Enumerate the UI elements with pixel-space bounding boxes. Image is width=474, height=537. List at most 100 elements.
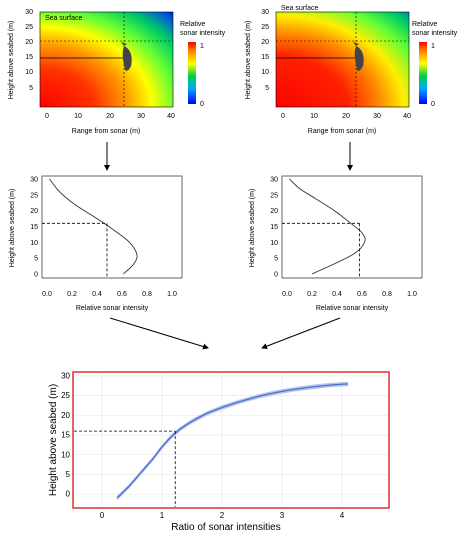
ratio-chart-frame [72, 371, 390, 509]
x-axis-label: Range from sonar (m) [308, 128, 376, 135]
y-tick-label: 30 [30, 177, 38, 184]
heatmap-image [40, 12, 173, 107]
x-tick-label: 0.4 [92, 291, 102, 298]
x-axis-label: Relative sonar intensity [76, 305, 149, 312]
svg-text:15: 15 [25, 54, 33, 61]
y-tick-label: 5 [34, 256, 38, 263]
flow-arrow-right-converge [261, 317, 341, 350]
y-axis: 30 25 20 15 10 5 Height above seabed (m) [8, 9, 33, 99]
y-tick-label: 25 [30, 192, 38, 199]
x-axis-label: Ratio of sonar intensities [171, 522, 281, 533]
intensity-profile-line [289, 178, 366, 275]
x-tick-label: 0.2 [307, 291, 317, 298]
y-tick-label: 25 [270, 192, 278, 199]
svg-text:20: 20 [106, 113, 114, 120]
intensity-profile-line [49, 178, 138, 275]
svg-text:30: 30 [137, 113, 145, 120]
x-axis: 0 10 20 30 40 Range from sonar (m) [281, 113, 411, 135]
y-tick-label: 0 [66, 490, 71, 499]
x-tick-label: 2 [220, 511, 225, 520]
svg-text:5: 5 [29, 85, 33, 92]
ratio-curve [116, 383, 349, 499]
svg-text:10: 10 [25, 69, 33, 76]
y-tick-label: 10 [30, 240, 38, 247]
svg-text:20: 20 [25, 39, 33, 46]
y-tick-label: 30 [270, 177, 278, 184]
confidence-band [117, 381, 348, 501]
svg-text:10: 10 [310, 113, 318, 120]
svg-text:Relative: Relative [412, 21, 437, 28]
x-tick-label: 0.6 [357, 291, 367, 298]
sea-surface-label: Sea surface [45, 15, 82, 22]
x-tick-label: 1.0 [167, 291, 177, 298]
svg-text:0: 0 [45, 113, 49, 120]
y-tick-label: 25 [61, 391, 70, 400]
svg-text:0: 0 [200, 101, 204, 108]
svg-text:30: 30 [25, 9, 33, 16]
svg-text:40: 40 [167, 113, 175, 120]
flow-arrow-left-converge [109, 317, 209, 350]
y-axis-label: Height above seabed (m) [245, 21, 252, 100]
x-tick-label: 0.4 [332, 291, 342, 298]
x-tick-label: 0.0 [282, 291, 292, 298]
heatmap-panel-left: Sea surface 30 25 20 15 10 5 Height abov… [8, 9, 226, 135]
legend-colorbar [419, 42, 427, 104]
profile-chart-right: Height above seabed (m) Relative sonar i… [249, 175, 423, 312]
y-axis-label: Height above seabed (m) [8, 21, 15, 100]
color-legend: Relative sonar intensity 1 0 [412, 21, 458, 108]
y-tick-label: 0 [34, 272, 38, 279]
svg-text:10: 10 [261, 69, 269, 76]
y-tick-label: 5 [274, 256, 278, 263]
x-tick-label: 3 [280, 511, 285, 520]
x-tick-label: 0.8 [382, 291, 392, 298]
y-tick-label: 30 [61, 372, 70, 381]
svg-text:5: 5 [265, 85, 269, 92]
legend-colorbar [188, 42, 196, 104]
y-tick-label: 15 [30, 224, 38, 231]
fish-icon [353, 42, 364, 71]
y-axis-label: Height above seabed (m) [48, 384, 59, 496]
y-tick-label: 10 [270, 240, 278, 247]
svg-text:1: 1 [431, 43, 435, 50]
x-axis-label: Relative sonar intensity [316, 305, 389, 312]
x-axis-label: Range from sonar (m) [72, 128, 140, 135]
svg-text:0: 0 [281, 113, 285, 120]
x-tick-label: 0.6 [117, 291, 127, 298]
y-tick-label: 10 [61, 450, 70, 459]
svg-text:15: 15 [261, 54, 269, 61]
y-tick-label: 20 [270, 208, 278, 215]
svg-text:20: 20 [261, 39, 269, 46]
y-axis-label: Height above seabed (m) [249, 189, 256, 268]
svg-text:sonar intensity: sonar intensity [412, 30, 458, 37]
y-tick-label: 20 [61, 411, 70, 420]
y-tick-label: 20 [30, 208, 38, 215]
svg-text:25: 25 [261, 24, 269, 31]
x-tick-label: 1 [160, 511, 165, 520]
svg-text:1: 1 [200, 43, 204, 50]
y-axis-label: Height above seabed (m) [9, 189, 16, 268]
heatmap-panel-right: Sea surface 30 25 20 15 10 5 Height abov… [245, 5, 458, 135]
svg-text:40: 40 [403, 113, 411, 120]
svg-text:sonar intensity: sonar intensity [180, 30, 226, 37]
x-tick-label: 0.0 [42, 291, 52, 298]
x-tick-label: 0.2 [67, 291, 77, 298]
color-legend: Relative sonar intensity 1 0 [180, 21, 226, 108]
svg-text:10: 10 [74, 113, 82, 120]
svg-text:30: 30 [261, 9, 269, 16]
y-tick-label: 0 [274, 272, 278, 279]
svg-text:20: 20 [342, 113, 350, 120]
y-tick-label: 15 [61, 431, 70, 440]
svg-text:30: 30 [373, 113, 381, 120]
x-tick-label: 0 [100, 511, 105, 520]
y-tick-label: 5 [66, 470, 71, 479]
x-tick-label: 0.8 [142, 291, 152, 298]
svg-text:Relative: Relative [180, 21, 205, 28]
x-tick-label: 1.0 [407, 291, 417, 298]
svg-text:25: 25 [25, 24, 33, 31]
profile-chart-left: Height above seabed (m) Relative sonar i… [9, 175, 183, 312]
y-tick-label: 15 [270, 224, 278, 231]
x-tick-label: 4 [340, 511, 345, 520]
sea-surface-label: Sea surface [281, 5, 318, 12]
svg-text:0: 0 [431, 101, 435, 108]
x-axis: 0 10 20 30 40 Range from sonar (m) [45, 113, 175, 135]
